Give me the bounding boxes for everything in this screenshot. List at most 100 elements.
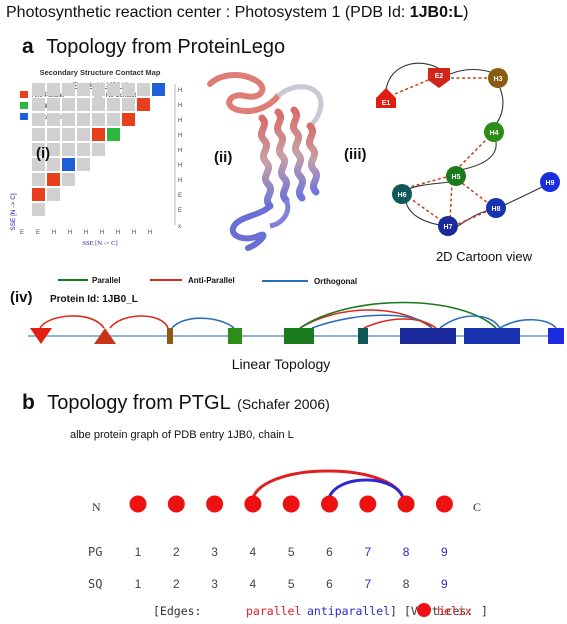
cartoon-contact-lines (389, 75, 493, 225)
cartoon-loop-connections (385, 62, 549, 227)
ptgl-sq-number: 6 (326, 577, 333, 591)
svg-text:H7: H7 (444, 224, 453, 231)
ptgl-sq-number: 5 (288, 577, 295, 591)
ptgl-pg-number: 7 (364, 545, 371, 559)
contact-cell-anti-parallel (32, 188, 45, 201)
protein-ribbon-structure: (ii) (207, 72, 324, 251)
figure-title-prefix: Photosynthetic reaction center : Photosy… (6, 4, 410, 21)
contact-map-legend-swatch (20, 91, 28, 98)
contact-map-row-label: H (178, 118, 182, 124)
ptgl-legend-edges-open: [Edges: (153, 604, 201, 618)
panel-label-iv: (iv) (10, 289, 33, 306)
contact-cell-empty (77, 113, 90, 126)
ptgl-pg-number: 4 (250, 545, 257, 559)
ptgl-sq-number: 4 (250, 577, 257, 591)
ptgl-sq-number: 2 (173, 577, 180, 591)
ptgl-sq-number: 3 (211, 577, 218, 591)
ptgl-sq-number: 8 (403, 577, 410, 591)
svg-text:H3: H3 (494, 76, 503, 83)
ptgl-sq-number: 7 (364, 577, 371, 591)
svg-text:H8: H8 (492, 206, 501, 213)
svg-text:E1: E1 (382, 100, 391, 107)
figure-title-suffix: ) (463, 4, 469, 21)
contact-map-legend-swatch (20, 113, 28, 120)
ptgl-pg-number: 6 (326, 545, 333, 559)
section-a-heading: a Topology from ProteinLego (22, 35, 285, 59)
contact-cell-empty (107, 83, 120, 96)
ptgl-pg-number: 2 (173, 545, 180, 559)
contact-cell-empty (62, 113, 75, 126)
contact-cell-empty (77, 83, 90, 96)
contact-cell-empty (32, 173, 45, 186)
linear-legend-antiparallel: Anti-Parallel (188, 276, 235, 285)
contact-map-legend-label: No Contact (106, 93, 136, 99)
contact-cell-anti-parallel (92, 128, 105, 141)
contact-map-axis-end-label: x (178, 224, 181, 230)
svg-text:H9: H9 (546, 180, 555, 187)
ptgl-vertex-helix (206, 495, 224, 513)
ptgl-vertex-helix (321, 495, 338, 513)
contact-map-row-label: H (178, 88, 182, 94)
ptgl-pg-numbers: 1 2 3 4 5 6 7 8 9 (135, 545, 448, 559)
contact-cell-anti-parallel (47, 173, 60, 186)
linear-sse-h8 (464, 328, 520, 344)
ptgl-vertex-helix (282, 495, 300, 513)
section-a-letter: a (22, 35, 34, 58)
linear-sse-e2 (94, 328, 116, 344)
ptgl-sq-label: SQ (88, 577, 102, 591)
ptgl-pg-number: 9 (441, 545, 448, 559)
contact-cell-empty (32, 158, 45, 171)
contact-map-row-label: H (178, 103, 182, 109)
contact-map-y-label: SSE [N -> C] (10, 193, 17, 231)
contact-cell-empty (32, 128, 45, 141)
contact-map-col-label: H (68, 230, 72, 236)
ptgl-legend-helix: helix (437, 604, 472, 618)
contact-cell-empty (62, 173, 75, 186)
contact-cell-empty (47, 113, 60, 126)
contact-map-row-label: E (178, 208, 182, 214)
contact-map-grid (32, 83, 165, 216)
contact-map-legend-label: Orthogonal (32, 115, 62, 121)
linear-topology: Parallel Anti-Parallel Orthogonal (iv) P… (10, 276, 564, 372)
cartoon-node-e1: E1 (376, 88, 396, 108)
contact-cell-empty (122, 83, 135, 96)
ptgl-sq-number: 9 (441, 577, 448, 591)
svg-text:H5: H5 (452, 174, 461, 181)
contact-cell-empty (77, 128, 90, 141)
linear-sse-h5 (284, 328, 314, 344)
contact-cell-empty (32, 98, 45, 111)
contact-map-row-label: H (178, 133, 182, 139)
contact-cell-empty (107, 113, 120, 126)
svg-text:H6: H6 (398, 192, 407, 199)
linear-sse-h9 (548, 328, 564, 344)
cartoon-node-h4: H4 (484, 122, 504, 142)
contact-map-row-label: H (178, 148, 182, 154)
contact-map-legend-swatch (20, 102, 28, 109)
contact-cell-empty (62, 83, 75, 96)
contact-cell-empty (62, 128, 75, 141)
contact-cell-empty (32, 203, 45, 216)
svg-text:E2: E2 (435, 73, 444, 80)
contact-cell-orthogonal (62, 158, 75, 171)
contact-map-col-label: H (116, 230, 120, 236)
ptgl-pg-number: 3 (211, 545, 218, 559)
ptgl-sq-numbers: 1 2 3 4 5 6 7 8 9 (135, 577, 448, 591)
linear-arcs (39, 301, 557, 329)
panel-label-i: (i) (36, 145, 50, 162)
ptgl-legend-antiparallel: antiparallel (307, 604, 390, 618)
contact-cell-empty (47, 188, 60, 201)
contact-cell-parallel (107, 128, 120, 141)
ptgl-vertex-helix (397, 495, 415, 513)
linear-sse-e1 (30, 328, 52, 344)
contact-cell-empty (137, 83, 150, 96)
contact-cell-anti-parallel (137, 98, 150, 111)
contact-cell-empty (32, 113, 45, 126)
contact-map-row-labels: H H H H H H H E Ex (178, 88, 182, 230)
contact-map-col-label: H (84, 230, 88, 236)
contact-cell-empty (47, 83, 60, 96)
ptgl-pg-label: PG (88, 545, 102, 559)
contact-cell-empty (77, 143, 90, 156)
contact-cell-empty (77, 98, 90, 111)
contact-map-col-label: H (100, 230, 104, 236)
ptgl-vertex-helix (167, 495, 185, 513)
